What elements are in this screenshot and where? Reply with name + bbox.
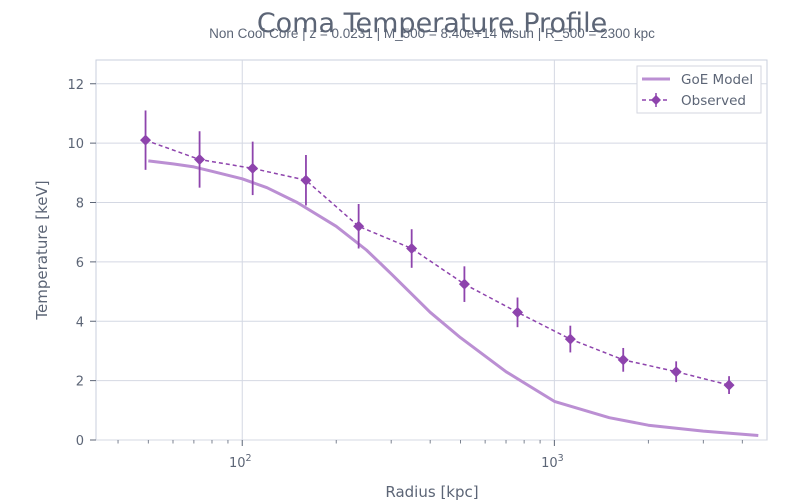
- observed-point: [512, 306, 524, 318]
- observed-point: [670, 366, 682, 378]
- y-tick-label: 10: [67, 137, 84, 152]
- legend-label-model: GoE Model: [681, 72, 753, 88]
- y-tick-label: 8: [76, 197, 84, 212]
- y-axis-ticks: 0 2 4 6 8 10 12: [67, 78, 96, 449]
- plot-area: [95, 59, 768, 441]
- legend-box: [636, 65, 762, 114]
- observed-point: [353, 220, 365, 232]
- y-tick-label: 0: [76, 434, 84, 449]
- y-tick-label: 12: [67, 78, 84, 93]
- x-axis-ticks: 102 103: [117, 440, 743, 471]
- legend: GoE Model Observed: [636, 65, 762, 114]
- legend-label-observed: Observed: [681, 93, 746, 109]
- legend-marker-observed: [651, 95, 661, 105]
- observed-point: [140, 134, 152, 146]
- observed-line: [145, 139, 730, 386]
- observed-point: [617, 354, 629, 366]
- x-axis-label: Radius [kpc]: [385, 483, 478, 500]
- model-curve: [148, 159, 759, 437]
- x-tick-label: 103: [541, 453, 564, 471]
- observed-point: [564, 333, 576, 345]
- series-layer: [140, 110, 759, 437]
- x-tick-label: 102: [229, 453, 252, 471]
- y-tick-label: 2: [76, 375, 84, 390]
- observed-point: [458, 278, 470, 290]
- observed-point: [300, 174, 312, 186]
- observed-point: [247, 162, 259, 174]
- y-axis-label: Temperature [keV]: [33, 180, 51, 320]
- chart-subtitle: Non Cool Core | z = 0.0231 | M_500 = 8.4…: [209, 26, 655, 41]
- chart-title: Coma Temperature Profile: [257, 8, 607, 39]
- observed-point: [723, 379, 735, 391]
- observed-point: [194, 153, 206, 165]
- observed-point: [406, 243, 418, 255]
- y-tick-label: 4: [76, 315, 84, 330]
- y-tick-label: 6: [76, 256, 84, 271]
